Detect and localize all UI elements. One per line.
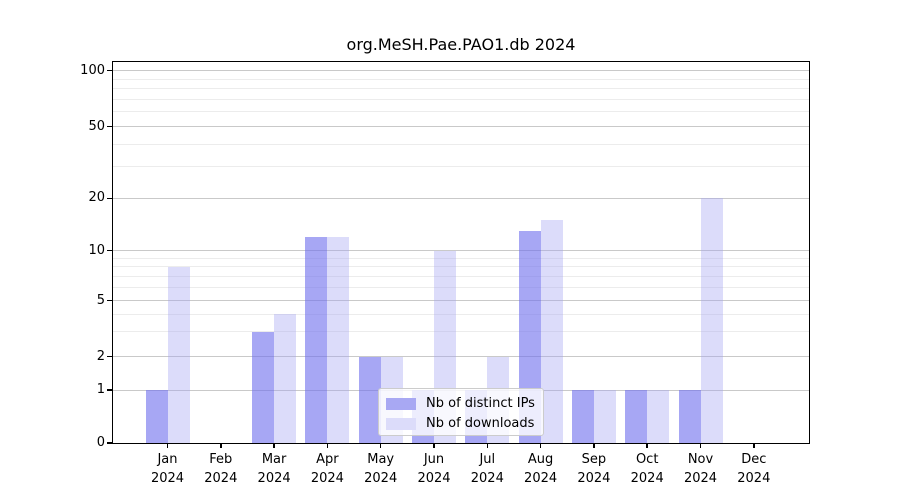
gridline-minor-40 [113, 143, 809, 145]
bar-nb-of-distinct-ips-apr-2024 [305, 236, 328, 443]
legend-label-downloads: Nb of downloads [426, 416, 535, 431]
bar-nb-of-downloads-nov-2024 [700, 198, 723, 443]
x-tick-label-feb-2024: Feb 2024 [204, 452, 238, 486]
x-tick-label-nov-2024: Nov 2024 [683, 452, 718, 486]
y-tick-label-0: 0 [96, 435, 105, 450]
x-tick-label-jun-2024: Jun 2024 [417, 452, 451, 486]
gridline-minor-90 [113, 78, 809, 80]
gridline-minor-3 [113, 331, 809, 333]
gridline-minor-30 [113, 166, 809, 168]
y-tick-mark-100 [107, 69, 112, 72]
legend-item: Nb of distinct IPs [386, 394, 537, 413]
y-tick-label-20: 20 [88, 190, 105, 206]
gridline-minor-60 [113, 111, 809, 113]
x-tick-mark-jul-2024 [486, 443, 489, 448]
legend-label-distinct-ips: Nb of distinct IPs [426, 396, 535, 411]
x-tick-label-mar-2024: Mar 2024 [257, 452, 291, 486]
x-tick-label-dec-2024: Dec 2024 [737, 452, 771, 486]
bar-nb-of-downloads-sep-2024 [593, 390, 616, 443]
y-tick-label-10: 10 [88, 242, 105, 258]
y-tick-mark-5 [107, 299, 112, 302]
gridline-minor-4 [113, 313, 809, 315]
x-tick-label-jul-2024: Jul 2024 [470, 452, 504, 486]
y-tick-mark-2 [107, 355, 112, 358]
chart-title: org.MeSH.Pae.PAO1.db 2024 [346, 35, 576, 54]
plot-canvas [113, 62, 809, 443]
x-tick-mark-may-2024 [379, 443, 382, 448]
y-tick-mark-1 [107, 389, 112, 391]
legend: Nb of distinct IPs Nb of downloads [378, 388, 544, 436]
gridline-major-5 [113, 300, 809, 302]
bar-nb-of-distinct-ips-oct-2024 [625, 390, 648, 443]
y-tick-label-100: 100 [80, 62, 105, 78]
y-tick-mark-10 [107, 249, 112, 252]
gridline-minor-70 [113, 99, 809, 101]
gridline-major-50 [113, 126, 809, 128]
bar-nb-of-downloads-jan-2024 [167, 266, 190, 443]
x-tick-label-apr-2024: Apr 2024 [310, 452, 344, 486]
x-tick-mark-sep-2024 [593, 443, 595, 448]
bar-nb-of-distinct-ips-nov-2024 [678, 390, 701, 443]
x-tick-mark-mar-2024 [273, 443, 275, 448]
bar-nb-of-distinct-ips-jan-2024 [145, 390, 168, 443]
x-tick-mark-jan-2024 [166, 443, 169, 448]
legend-swatch-distinct-ips [386, 397, 416, 410]
y-tick-mark-50 [107, 125, 112, 128]
x-tick-mark-nov-2024 [699, 443, 702, 448]
x-tick-label-jan-2024: Jan 2024 [150, 452, 185, 486]
legend-item: Nb of downloads [386, 414, 537, 433]
y-tick-label-50: 50 [88, 118, 105, 134]
x-tick-mark-apr-2024 [326, 443, 329, 448]
plot-area [112, 61, 810, 444]
x-tick-label-oct-2024: Oct 2024 [630, 452, 664, 486]
gridline-major-20 [113, 197, 809, 199]
x-tick-mark-jun-2024 [433, 443, 435, 448]
y-tick-mark-0 [107, 442, 112, 444]
y-tick-label-2: 2 [96, 348, 105, 364]
x-tick-label-sep-2024: Sep 2024 [577, 452, 611, 486]
bar-nb-of-distinct-ips-may-2024 [358, 356, 381, 443]
x-tick-mark-dec-2024 [753, 443, 755, 448]
bar-nb-of-downloads-mar-2024 [274, 314, 297, 443]
x-tick-mark-oct-2024 [646, 443, 648, 448]
legend-swatch-downloads [386, 417, 416, 430]
x-tick-mark-feb-2024 [220, 443, 222, 448]
x-tick-label-may-2024: May 2024 [364, 452, 398, 486]
bar-nb-of-downloads-aug-2024 [540, 219, 563, 443]
y-tick-mark-20 [107, 197, 112, 200]
bar-nb-of-distinct-ips-mar-2024 [252, 331, 275, 443]
gridline-minor-8 [113, 266, 809, 268]
bar-nb-of-downloads-oct-2024 [647, 390, 670, 443]
x-tick-label-aug-2024: Aug 2024 [524, 452, 558, 486]
gridline-major-100 [113, 70, 809, 72]
gridline-minor-9 [113, 257, 809, 259]
bar-nb-of-distinct-ips-sep-2024 [571, 390, 594, 443]
gridline-minor-80 [113, 88, 809, 90]
y-tick-label-5: 5 [96, 292, 105, 308]
bar-nb-of-downloads-apr-2024 [327, 236, 350, 443]
y-tick-label-1: 1 [96, 382, 105, 397]
gridline-minor-7 [113, 275, 809, 277]
x-tick-mark-aug-2024 [539, 443, 542, 448]
gridline-major-2 [113, 356, 809, 358]
gridline-major-10 [113, 250, 809, 251]
gridline-minor-6 [113, 286, 809, 288]
